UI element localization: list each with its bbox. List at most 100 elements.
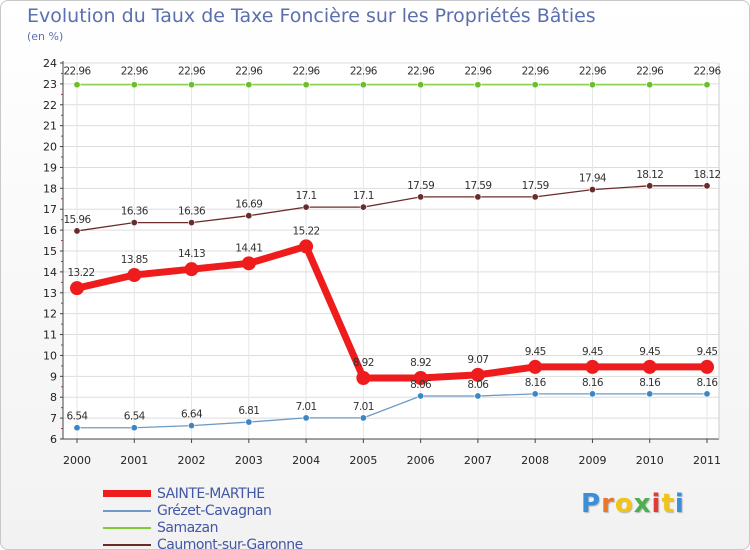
data-point-caumont-sur-garonne xyxy=(73,227,81,235)
data-label-gr-zet-cavagnan: 8.06 xyxy=(410,379,432,391)
legend-item: Samazan xyxy=(103,519,303,536)
data-point-caumont-sur-garonne xyxy=(646,182,654,190)
data-point-sainte-marthe xyxy=(528,359,543,374)
data-label-sainte-marthe: 9.07 xyxy=(467,354,488,366)
data-point-samazan xyxy=(417,81,425,89)
data-point-gr-zet-cavagnan xyxy=(703,390,711,398)
y-tick-label: 15 xyxy=(43,245,57,258)
data-point-gr-zet-cavagnan xyxy=(73,424,81,432)
data-point-sainte-marthe xyxy=(70,281,84,296)
data-label-samazan: 22.96 xyxy=(464,66,492,78)
data-label-sainte-marthe: 14.13 xyxy=(178,248,205,260)
y-tick-label: 12 xyxy=(43,308,57,321)
data-label-caumont-sur-garonne: 16.36 xyxy=(121,206,149,218)
y-tick-label: 19 xyxy=(43,161,57,174)
data-label-samazan: 22.96 xyxy=(63,66,91,78)
x-tick-label: 2006 xyxy=(407,454,435,467)
series-line-gr-zet-cavagnan xyxy=(77,393,707,429)
data-point-caumont-sur-garonne xyxy=(588,186,596,194)
data-point-samazan xyxy=(302,81,310,89)
x-tick-label: 2009 xyxy=(578,454,606,467)
data-point-caumont-sur-garonne xyxy=(302,203,310,211)
data-point-samazan xyxy=(646,81,654,89)
data-label-gr-zet-cavagnan: 7.01 xyxy=(296,401,317,413)
data-label-caumont-sur-garonne: 17.59 xyxy=(522,180,549,192)
y-tick-label: 9 xyxy=(50,370,57,383)
y-tick-label: 14 xyxy=(43,266,57,279)
data-label-samazan: 22.96 xyxy=(579,66,607,78)
y-tick-label: 24 xyxy=(43,57,57,70)
x-tick-label: 2007 xyxy=(464,454,492,467)
y-tick-label: 21 xyxy=(43,120,57,133)
data-label-samazan: 22.96 xyxy=(693,66,721,78)
data-label-gr-zet-cavagnan: 6.54 xyxy=(67,411,89,423)
x-tick-label: 2011 xyxy=(693,454,721,467)
data-point-sainte-marthe xyxy=(413,371,428,386)
data-point-gr-zet-cavagnan xyxy=(188,422,196,430)
data-point-caumont-sur-garonne xyxy=(130,219,138,227)
y-tick-label: 18 xyxy=(43,182,57,195)
data-label-caumont-sur-garonne: 17.59 xyxy=(407,180,434,192)
data-label-caumont-sur-garonne: 17.94 xyxy=(579,173,607,185)
data-point-gr-zet-cavagnan xyxy=(245,418,253,426)
y-tick-label: 23 xyxy=(43,78,57,91)
data-label-sainte-marthe: 9.45 xyxy=(582,346,603,358)
data-label-gr-zet-cavagnan: 8.16 xyxy=(697,377,719,389)
data-point-caumont-sur-garonne xyxy=(474,193,482,201)
data-label-sainte-marthe: 8.92 xyxy=(353,357,374,369)
data-label-samazan: 22.96 xyxy=(407,66,435,78)
data-point-gr-zet-cavagnan xyxy=(302,414,310,422)
data-label-caumont-sur-garonne: 17.1 xyxy=(353,190,374,202)
data-point-sainte-marthe xyxy=(241,256,256,271)
data-label-gr-zet-cavagnan: 8.06 xyxy=(467,379,489,391)
legend-swatch xyxy=(103,543,151,546)
legend-label: Grézet-Cavagnan xyxy=(157,502,272,519)
data-point-samazan xyxy=(703,81,711,89)
legend-item: SAINTE-MARTHE xyxy=(103,485,303,502)
data-point-gr-zet-cavagnan xyxy=(646,390,654,398)
data-point-samazan xyxy=(73,81,81,89)
data-point-sainte-marthe xyxy=(585,359,600,374)
data-label-sainte-marthe: 15.22 xyxy=(293,225,320,237)
data-point-gr-zet-cavagnan xyxy=(130,424,138,432)
data-label-sainte-marthe: 13.85 xyxy=(121,254,148,266)
data-point-sainte-marthe xyxy=(700,359,714,374)
y-tick-label: 16 xyxy=(43,224,57,237)
data-point-samazan xyxy=(188,81,196,89)
data-point-caumont-sur-garonne xyxy=(417,193,425,201)
data-point-samazan xyxy=(474,81,482,89)
y-tick-label: 11 xyxy=(43,329,57,342)
legend-label: Caumont-sur-Garonne xyxy=(157,536,303,550)
y-tick-label: 8 xyxy=(50,391,57,404)
data-label-gr-zet-cavagnan: 6.54 xyxy=(124,411,146,423)
data-label-sainte-marthe: 13.22 xyxy=(67,267,94,279)
data-label-caumont-sur-garonne: 17.59 xyxy=(464,180,491,192)
data-label-sainte-marthe: 9.45 xyxy=(525,346,546,358)
y-tick-label: 20 xyxy=(43,141,57,154)
data-point-sainte-marthe xyxy=(299,239,314,254)
data-point-sainte-marthe xyxy=(356,371,371,386)
legend-swatch xyxy=(103,509,151,512)
y-tick-label: 7 xyxy=(50,412,57,425)
series-line-sainte-marthe xyxy=(76,242,707,382)
x-tick-label: 2010 xyxy=(636,454,664,467)
data-point-caumont-sur-garonne xyxy=(703,182,711,190)
data-label-sainte-marthe: 8.92 xyxy=(410,357,431,369)
data-label-gr-zet-cavagnan: 8.16 xyxy=(639,377,661,389)
data-point-sainte-marthe xyxy=(642,359,657,374)
chart-marks: 22.96 22.96 22.96 22.96 22.96 22.96 22.96 22.96… xyxy=(63,66,722,432)
data-label-sainte-marthe: 9.45 xyxy=(697,346,718,358)
x-tick-label: 2004 xyxy=(292,454,320,467)
data-label-samazan: 22.96 xyxy=(636,66,664,78)
data-point-sainte-marthe xyxy=(127,268,142,283)
x-tick-label: 2005 xyxy=(349,454,377,467)
data-label-samazan: 22.96 xyxy=(121,66,149,78)
legend-label: SAINTE-MARTHE xyxy=(157,485,265,502)
x-tick-label: 2008 xyxy=(521,454,549,467)
data-label-samazan: 22.96 xyxy=(293,66,321,78)
data-label-gr-zet-cavagnan: 8.16 xyxy=(582,377,604,389)
data-label-gr-zet-cavagnan: 7.01 xyxy=(353,401,374,413)
data-point-gr-zet-cavagnan xyxy=(588,390,596,398)
